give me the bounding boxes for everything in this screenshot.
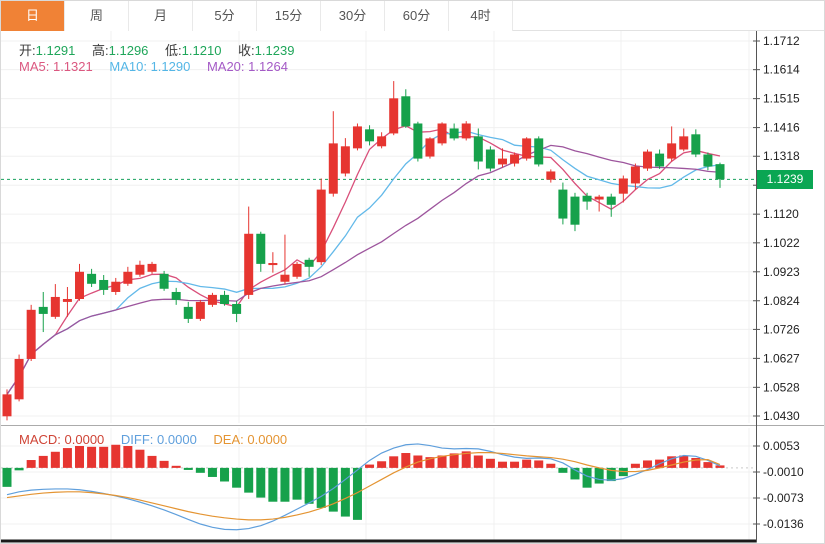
low-value: 1.1210	[181, 43, 222, 58]
tab-4hour[interactable]: 4时	[449, 1, 513, 31]
svg-text:1.1022: 1.1022	[763, 236, 800, 250]
ohlc-readout: 开:1.1291 高:1.1296 低:1.1210 收:1.1239	[19, 40, 307, 59]
open-value: 1.1291	[35, 43, 76, 58]
svg-text:1.1120: 1.1120	[763, 207, 799, 221]
svg-text:-0.0010: -0.0010	[763, 465, 804, 479]
open-label: 开:	[19, 43, 36, 58]
diff-value: DIFF: 0.0000	[120, 432, 197, 447]
tab-5min[interactable]: 5分	[193, 1, 257, 31]
svg-text:1.0923: 1.0923	[763, 265, 800, 279]
tab-15min[interactable]: 15分	[257, 1, 321, 31]
svg-text:1.1614: 1.1614	[763, 63, 800, 77]
candlestick-macd-chart[interactable]: 1.17121.16141.15151.14161.13181.12191.11…	[1, 31, 825, 544]
ma-readout: MA5: 1.1321 MA10: 1.1290 MA20: 1.1264	[19, 59, 288, 74]
svg-text:0.0053: 0.0053	[763, 439, 800, 453]
current-price-tag: 1.1239	[757, 170, 813, 189]
svg-text:1.1318: 1.1318	[763, 149, 800, 163]
high-value: 1.1296	[108, 43, 149, 58]
tab-60min[interactable]: 60分	[385, 1, 449, 31]
svg-text:1.0528: 1.0528	[763, 380, 800, 394]
low-label: 低:	[165, 43, 182, 58]
svg-text:1.0627: 1.0627	[763, 351, 800, 365]
tab-day[interactable]: 日	[1, 1, 65, 31]
ma10-readout: MA10: 1.1290	[109, 59, 191, 74]
svg-text:1.0726: 1.0726	[763, 322, 800, 336]
timeframe-toolbar: 日 周 月 5分 15分 30分 60分 4时	[1, 1, 824, 31]
svg-text:1.1712: 1.1712	[763, 34, 800, 48]
svg-text:1.1416: 1.1416	[763, 121, 800, 135]
ma5-readout: MA5: 1.1321	[19, 59, 93, 74]
tab-week[interactable]: 周	[65, 1, 129, 31]
svg-text:1.0430: 1.0430	[763, 409, 800, 423]
tab-30min[interactable]: 30分	[321, 1, 385, 31]
svg-text:-0.0073: -0.0073	[763, 491, 804, 505]
macd-readout: MACD: 0.0000 DIFF: 0.0000 DEA: 0.0000	[19, 432, 287, 447]
ma20-readout: MA20: 1.1264	[206, 59, 288, 74]
svg-text:1.0824: 1.0824	[763, 294, 800, 308]
close-label: 收:	[238, 43, 255, 58]
dea-value: DEA: 0.0000	[213, 432, 288, 447]
svg-text:1.1515: 1.1515	[763, 92, 800, 106]
svg-text:-0.0136: -0.0136	[763, 517, 804, 531]
high-label: 高:	[92, 43, 109, 58]
close-value: 1.1239	[254, 43, 295, 58]
tab-month[interactable]: 月	[129, 1, 193, 31]
macd-value: MACD: 0.0000	[19, 432, 105, 447]
